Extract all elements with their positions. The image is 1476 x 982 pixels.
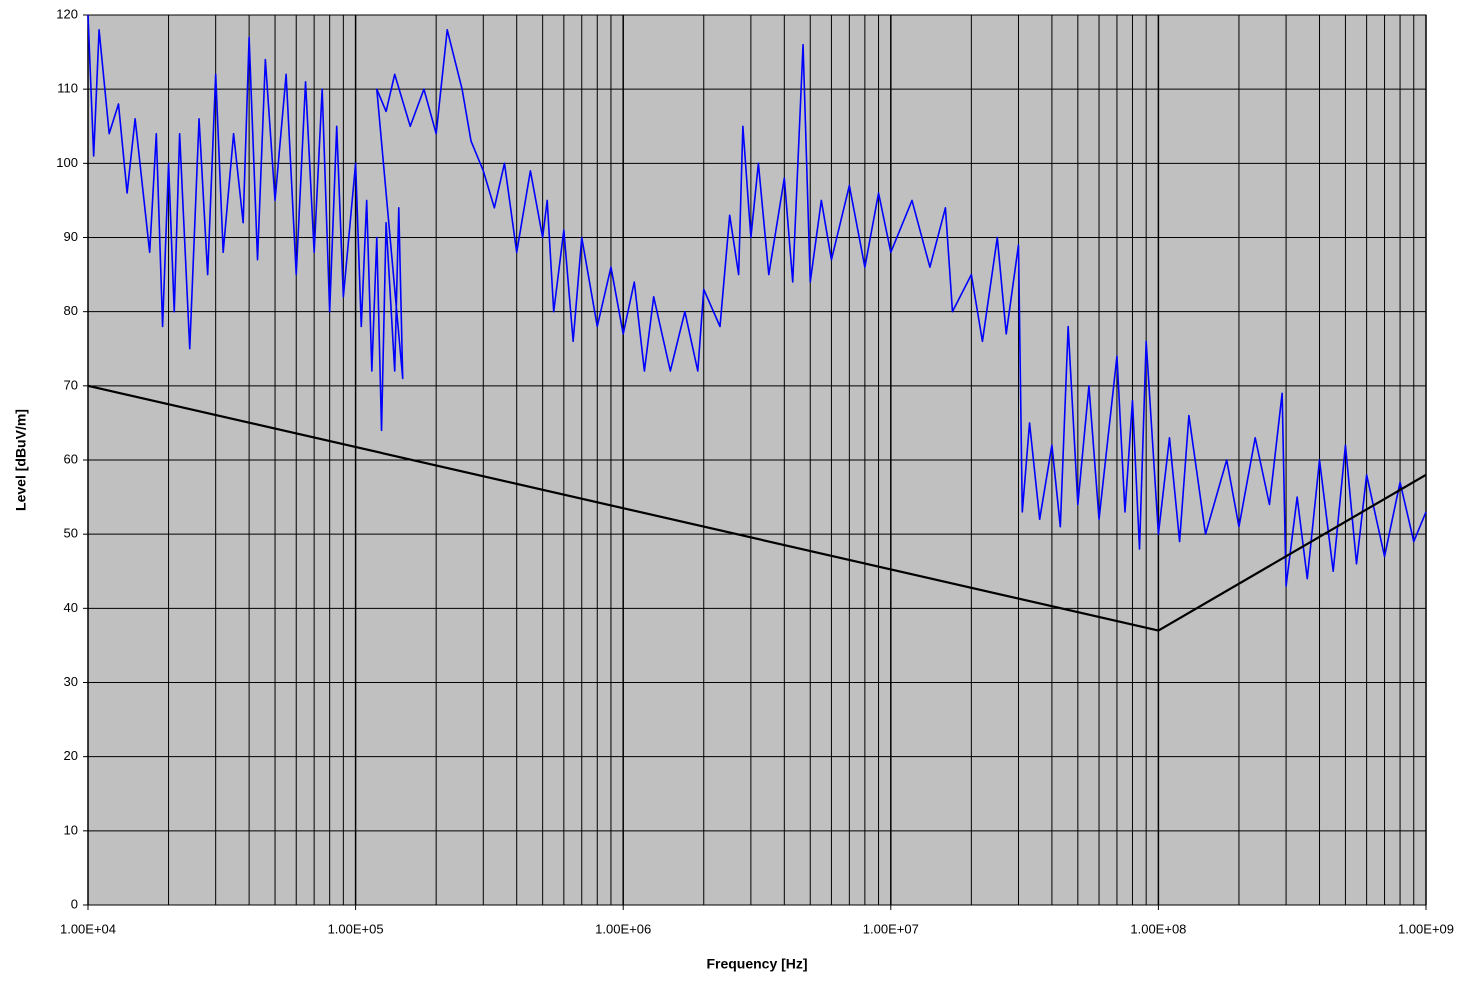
y-tick-label: 90 [64, 229, 78, 244]
y-tick-label: 120 [56, 6, 78, 21]
y-tick-label: 60 [64, 451, 78, 466]
y-tick-label: 10 [64, 822, 78, 837]
y-tick-label: 20 [64, 748, 78, 763]
x-tick-label: 1.00E+04 [60, 921, 116, 936]
series-line [87, 14, 1427, 587]
y-axis-title: Level [dBuV/m] [13, 409, 29, 511]
y-tick-label: 0 [71, 896, 78, 911]
x-tick-label: 1.00E+08 [1130, 921, 1186, 936]
x-axis-title: Frequency [Hz] [706, 956, 807, 972]
x-tick-label: 1.00E+06 [595, 921, 651, 936]
series-line [87, 384, 1427, 632]
x-tick-label: 1.00E+09 [1398, 921, 1454, 936]
y-tick-label: 30 [64, 674, 78, 689]
y-tick-label: 100 [56, 155, 78, 170]
y-tick-label: 50 [64, 526, 78, 541]
y-tick-label: 70 [64, 377, 78, 392]
x-tick-label: 1.00E+05 [328, 921, 384, 936]
y-tick-label: 40 [64, 600, 78, 615]
y-tick-label: 110 [57, 81, 78, 96]
x-tick-label: 1.00E+07 [863, 921, 919, 936]
y-tick-label: 80 [64, 303, 78, 318]
